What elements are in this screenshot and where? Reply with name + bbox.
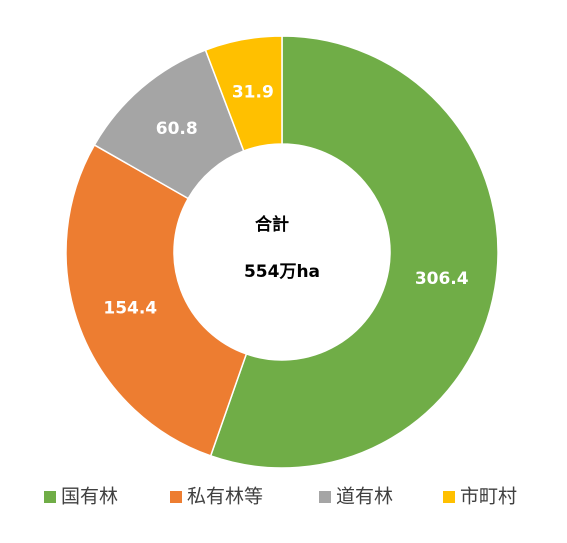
legend-label: 市町村 — [460, 486, 517, 508]
legend-swatch — [319, 491, 331, 503]
donut-segment — [65, 143, 248, 457]
data-label: 154.4 — [103, 299, 157, 319]
data-label: 31.9 — [232, 83, 274, 103]
legend-swatch — [443, 491, 455, 503]
center-total: 554万ha — [244, 262, 320, 282]
center-title: 合計 — [255, 214, 289, 235]
donut-segment — [204, 35, 283, 152]
legend-label: 私有林等 — [187, 486, 263, 508]
legend-label: 道有林 — [336, 486, 393, 508]
data-label: 60.8 — [156, 119, 198, 139]
legend-swatch — [44, 491, 56, 503]
legend-swatch — [170, 491, 182, 503]
legend-label: 国有林 — [61, 486, 118, 508]
data-label: 306.4 — [415, 269, 469, 289]
